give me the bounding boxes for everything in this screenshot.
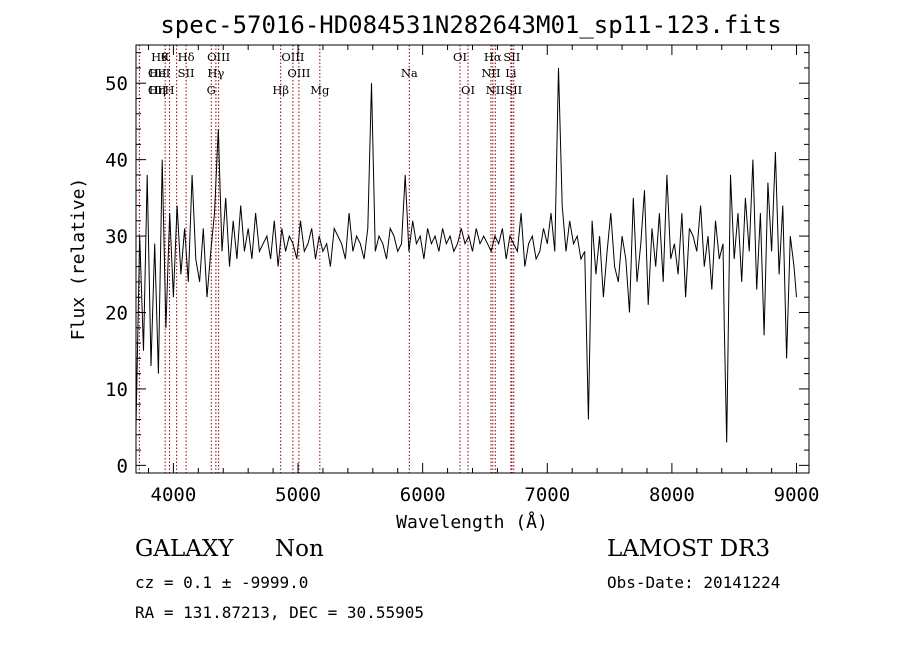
emission-line-label: Hα xyxy=(484,50,502,64)
emission-line-label: Hβ xyxy=(272,83,289,97)
x-tick-label: 5000 xyxy=(275,484,321,506)
emission-line-label: SII xyxy=(505,83,522,97)
spectrum-series-line xyxy=(135,67,797,443)
object-class: GALAXY xyxy=(135,536,234,562)
x-tick-label: 4000 xyxy=(151,484,197,506)
emission-line-label: OII xyxy=(148,66,167,80)
y-tick-label: 0 xyxy=(117,455,128,477)
emission-line-label: HeI xyxy=(149,66,170,80)
emission-line-label: Hθ xyxy=(151,50,168,64)
emission-line-label: NII xyxy=(481,66,500,80)
x-tick-label: 7000 xyxy=(524,484,570,506)
x-axis-label: Wavelength (Å) xyxy=(396,511,548,533)
emission-line-label: H xyxy=(165,83,175,97)
y-axis-ticks: 0 10 20 30 40 50 xyxy=(105,52,809,477)
emission-line-label: Mg xyxy=(310,83,330,97)
x-tick-label: 8000 xyxy=(649,484,695,506)
emission-line-label: SII xyxy=(503,50,520,64)
y-tick-label: 10 xyxy=(105,379,128,401)
emission-line-label: NII xyxy=(486,83,505,97)
emission-line-label: G xyxy=(207,83,216,97)
object-subclass: Non xyxy=(275,536,324,562)
survey-name: LAMOST DR3 xyxy=(607,536,771,562)
y-tick-label: 30 xyxy=(105,226,128,248)
spectrum-chart: spec-57016-HD084531N282643M01_sp11-123.f… xyxy=(68,11,820,533)
emission-line-label: Hγ xyxy=(207,66,224,80)
emission-line-markers xyxy=(138,45,515,473)
emission-line-label: Hη xyxy=(149,83,166,97)
y-tick-label: 20 xyxy=(105,303,128,325)
redshift-cz: cz = 0.1 ± -9999.0 xyxy=(135,573,309,592)
x-axis-ticks: 4000 5000 6000 7000 8000 9000 xyxy=(147,45,820,506)
emission-line-label: K xyxy=(161,50,170,64)
emission-line-label: OII xyxy=(148,83,167,97)
emission-line-label: OIII xyxy=(207,50,230,64)
y-axis-label: Flux (relative) xyxy=(68,178,89,341)
emission-line-label: OI xyxy=(453,50,467,64)
x-tick-label: 6000 xyxy=(400,484,446,506)
y-tick-label: 40 xyxy=(105,150,128,172)
emission-line-label: OIII xyxy=(287,66,310,80)
y-tick-label: 50 xyxy=(105,73,128,95)
emission-line-label: OIII xyxy=(281,50,304,64)
emission-line-label: Li xyxy=(505,66,517,80)
observation-date: Obs-Date: 20141224 xyxy=(607,573,781,592)
x-tick-label: 9000 xyxy=(774,484,820,506)
emission-line-label: OI xyxy=(461,83,475,97)
emission-line-label: Na xyxy=(401,66,418,80)
emission-line-label: SII xyxy=(178,66,195,80)
chart-title: spec-57016-HD084531N282643M01_sp11-123.f… xyxy=(160,11,781,39)
coordinates: RA = 131.87213, DEC = 30.55905 xyxy=(135,603,424,622)
emission-line-label: Hδ xyxy=(178,50,195,64)
